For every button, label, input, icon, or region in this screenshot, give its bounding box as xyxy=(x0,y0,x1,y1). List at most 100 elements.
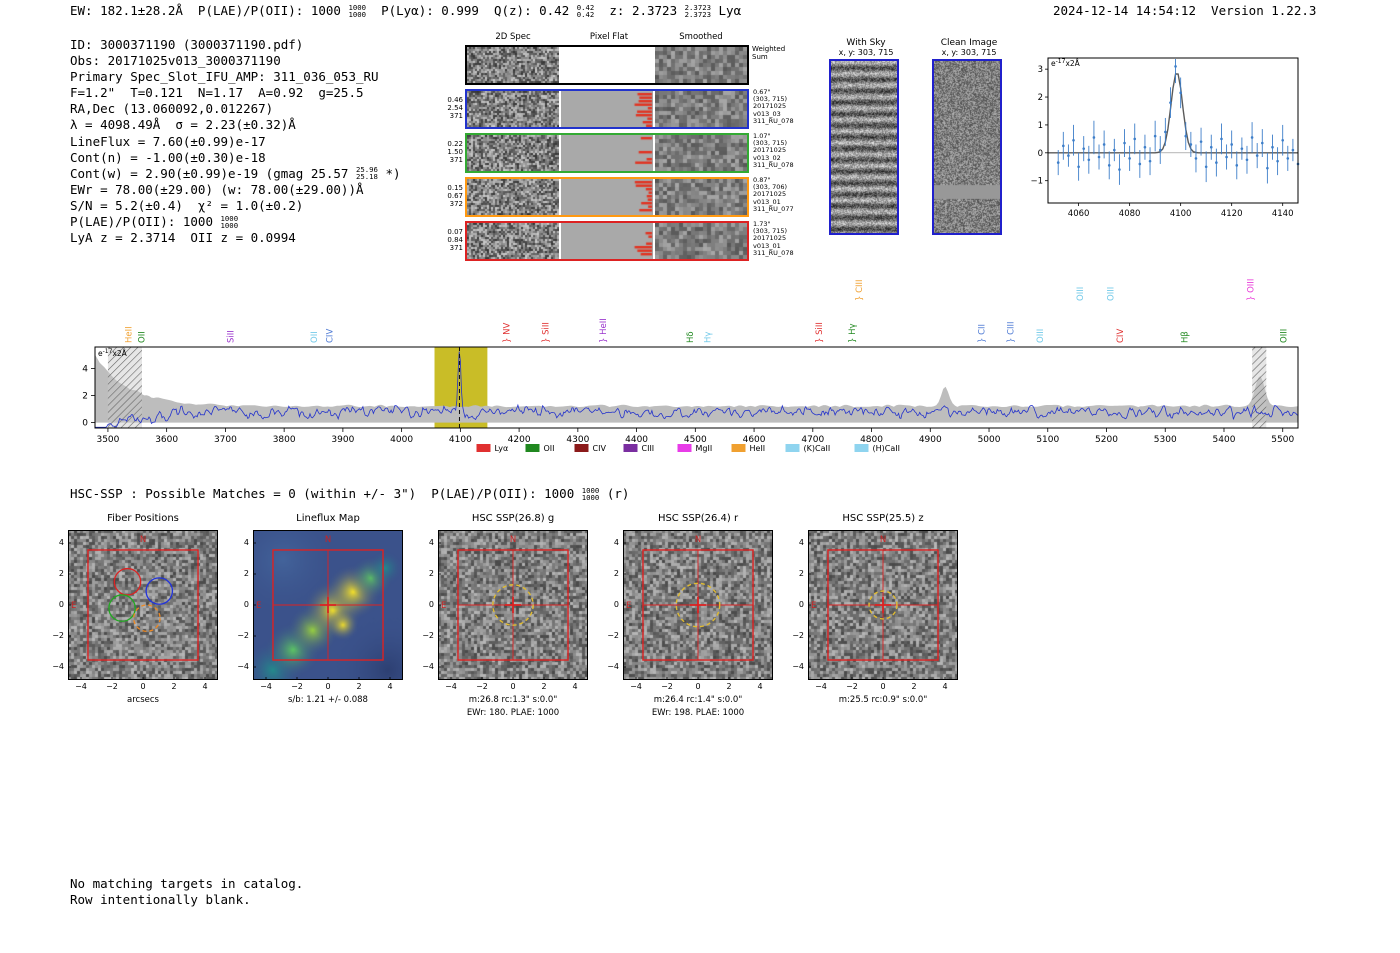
emission-line-label: } CII xyxy=(977,324,987,343)
y-tick-label: 4 xyxy=(428,538,434,547)
data-point xyxy=(1189,143,1193,146)
cutout-caption: m:25.5 rc:0.9" s:0.0" xyxy=(838,695,928,705)
stacked-value: 1000 1000 xyxy=(581,485,600,502)
emission-line-label: } CIII xyxy=(1007,321,1017,343)
legend-swatch xyxy=(476,444,491,452)
aperture-circle xyxy=(675,582,721,628)
data-point xyxy=(1281,138,1284,142)
emission-line-label: SiII xyxy=(227,330,237,343)
spec2d-col-header: Smoothed xyxy=(679,32,723,42)
clean-image xyxy=(934,61,1000,233)
x-tick-label: −2 xyxy=(106,682,118,691)
row-right-labels: 0.87" (303, 706) 20171025 v013_01 311_RU_077 xyxy=(753,176,794,213)
info-line: Cont(n) = -1.00(±0.30)e-18 xyxy=(70,149,266,165)
x-tick-label: 3600 xyxy=(155,435,178,445)
with-sky-image-frame xyxy=(829,59,899,235)
info-line: LineFlux = 7.60(±0.99)e-17 xyxy=(70,133,266,149)
x-tick-label: 4140 xyxy=(1272,209,1294,219)
x-tick-label: 2 xyxy=(911,682,917,691)
x-tick-label: 4400 xyxy=(625,435,648,445)
data-point xyxy=(1209,145,1213,149)
x-tick-label: −4 xyxy=(815,682,827,691)
x-tick-label: 2 xyxy=(541,682,547,691)
data-point xyxy=(1250,136,1254,139)
data-point xyxy=(1169,101,1172,104)
fiber-circle xyxy=(108,594,136,622)
cutout-hsc-ssp-25-5-z: HSC SSP(25.5) z N E −4 −4 −2 −2 0 0 2 2 4 4 m:25.5 rc… xyxy=(792,513,958,705)
spec2d-row xyxy=(465,45,749,85)
stacked-value: 1000 1000 xyxy=(220,213,239,230)
info-line: F=1.2" T=0.121 N=1.17 A=0.92 g=25.5 xyxy=(70,85,364,101)
footer-notes: No matching targets in catalog. Row inten… xyxy=(70,876,303,907)
data-point xyxy=(1118,168,1121,171)
y-tick-label: 0 xyxy=(798,600,804,609)
data-point xyxy=(1199,140,1203,143)
cutout-title: HSC SSP(25.5) z xyxy=(842,513,924,524)
aperture-circle xyxy=(492,584,534,626)
with-sky-title: With Sky xyxy=(846,38,886,48)
cutout-caption: arcsecs xyxy=(127,695,159,705)
data-point xyxy=(1245,158,1249,162)
x-tick-label: 4000 xyxy=(390,435,413,445)
x-tick-label: −2 xyxy=(476,682,488,691)
data-point xyxy=(1133,137,1137,141)
data-point xyxy=(1276,159,1279,163)
info-line: P(LAE)/P(OII): 1000 1000 1000 xyxy=(70,213,239,230)
y-tick-label: 3 xyxy=(1038,65,1043,75)
data-point xyxy=(1087,158,1091,162)
data-point xyxy=(1082,147,1086,150)
data-point xyxy=(1067,154,1070,157)
legend-label: CIV xyxy=(593,444,607,453)
x-tick-label: 4700 xyxy=(801,435,824,445)
pixel-flat-panel xyxy=(561,179,653,215)
legend-label: (K)CaII xyxy=(804,444,831,453)
data-point xyxy=(1153,134,1157,138)
x-tick-label: −2 xyxy=(291,682,303,691)
info-line: Obs: 20171025v013_3000371190 xyxy=(70,53,281,69)
y-tick-label: −2 xyxy=(422,631,434,640)
data-point xyxy=(1164,130,1167,134)
emission-line-label: } Hγ xyxy=(848,323,858,343)
x-tick-label: 4 xyxy=(572,682,578,691)
footer-line: No matching targets in catalog. xyxy=(70,876,304,891)
pixel-flat-panel xyxy=(561,47,653,83)
line-fit-plot: 4060 4080 4100 4120 4140 −1 0 1 2 3 e-17x2Å xyxy=(1030,48,1330,228)
legend-label: MgII xyxy=(696,444,713,453)
clean-image-title: Clean Image xyxy=(940,38,998,48)
y-tick-label: 2 xyxy=(428,569,434,578)
x-tick-label: 4 xyxy=(202,682,208,691)
y-tick-label: −4 xyxy=(52,662,64,671)
smoothed-image xyxy=(655,223,747,259)
info-line: ID: 3000371190 (3000371190.pdf) xyxy=(70,37,304,52)
x-tick-label: 0 xyxy=(510,682,516,691)
x-tick-label: 0 xyxy=(140,682,146,691)
y-tick-label: −2 xyxy=(792,631,804,640)
spec2d-col-header: Pixel Flat xyxy=(589,32,629,42)
legend-swatch xyxy=(574,444,589,452)
detection-info-block: ID: 3000371190 (3000371190.pdf) Obs: 2017… xyxy=(70,37,401,246)
x-tick-label: 4080 xyxy=(1119,209,1141,219)
info-line: EWr = 78.00(±29.00) (w: 78.00(±29.00))Å xyxy=(70,181,364,197)
smoothed-image xyxy=(655,91,747,127)
legend-label: Lyα xyxy=(495,444,509,453)
data-point xyxy=(1230,143,1233,146)
emission-line-label: OIII xyxy=(1279,329,1289,343)
cutout-caption: m:26.8 rc:1.3" s:0.0" xyxy=(468,695,558,705)
emission-line-label: } NV xyxy=(503,323,513,343)
data-point xyxy=(1184,134,1188,138)
data-point xyxy=(1143,145,1147,149)
footer-line: Row intentionally blank. xyxy=(70,891,251,907)
data-point xyxy=(1128,157,1131,160)
stacked-value: 0.42 0.42 xyxy=(576,2,595,19)
data-point xyxy=(1148,159,1152,163)
data-point xyxy=(1174,65,1177,68)
cutout-hsc-ssp-26-4-r: HSC SSP(26.4) r N E −4 −4 −2 −2 0 0 2 2 4 4 m:26.4 rc… xyxy=(607,513,773,718)
with-sky-panel: With Sky x, y: 303, 715 xyxy=(829,38,903,235)
y-tick-label: −2 xyxy=(52,631,64,640)
hsc-match-summary: HSC-SSP : Possible Matches = 0 (within +… xyxy=(70,485,630,502)
cutout-title: Fiber Positions xyxy=(107,513,179,524)
legend-swatch xyxy=(623,444,638,452)
emission-line-label: } SiII xyxy=(815,322,825,343)
compass-north-label: N xyxy=(325,535,331,545)
y-tick-label: 2 xyxy=(82,392,88,402)
